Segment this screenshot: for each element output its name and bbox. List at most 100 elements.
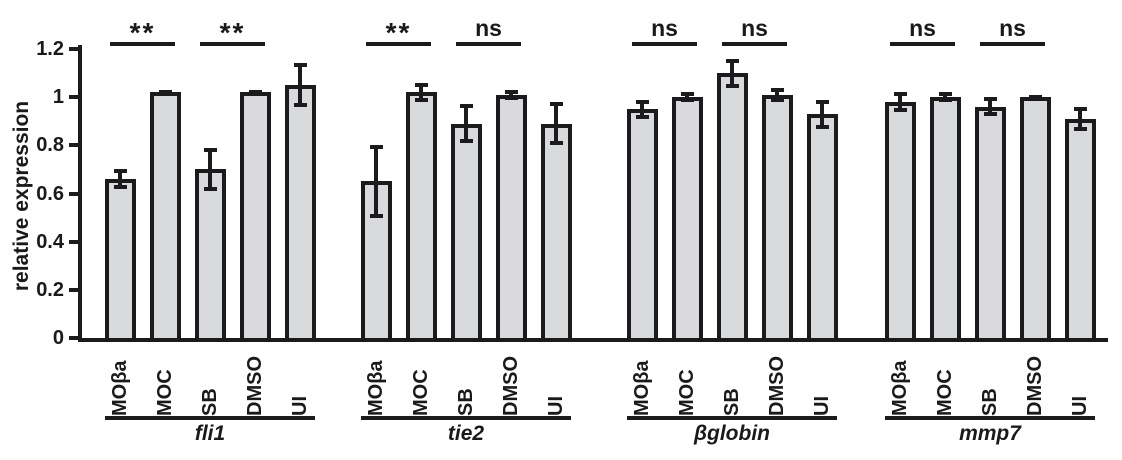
error-bar-cap-top [550, 102, 563, 106]
x-tick-label: DMSO [766, 356, 788, 416]
bar [717, 73, 748, 342]
group-underline [627, 416, 837, 420]
error-bar-line [820, 100, 824, 129]
error-bar-cap-bottom [636, 115, 649, 119]
x-tick-label: MOβa [109, 360, 131, 416]
error-bar-cap-bottom [460, 139, 473, 143]
y-tick-label: 1.2 [36, 38, 64, 60]
y-axis-tick [69, 288, 78, 292]
error-bar-cap-bottom [1029, 96, 1042, 100]
x-tick-label: UI [811, 396, 833, 416]
x-tick-label: SB [455, 388, 477, 416]
bar [975, 107, 1006, 342]
significance-label: ns [999, 15, 1026, 41]
error-bar-cap-top [204, 148, 217, 152]
bar [451, 124, 482, 342]
error-bar-cap-bottom [984, 112, 997, 116]
error-bar-cap-bottom [894, 108, 907, 112]
x-tick-label: DMSO [1024, 356, 1046, 416]
x-axis [78, 338, 1108, 342]
bar [807, 114, 838, 342]
y-axis-tick [69, 143, 78, 147]
error-bar-cap-bottom [1074, 127, 1087, 131]
bar [1020, 97, 1051, 342]
y-axis-tick [69, 240, 78, 244]
error-bar-line [1078, 107, 1082, 131]
error-bar-line [419, 83, 423, 102]
error-bar-cap-bottom [204, 187, 217, 191]
significance-line [366, 42, 431, 46]
error-bar-cap-top [636, 100, 649, 104]
x-tick-label: MOβa [631, 360, 653, 416]
significance-line [110, 42, 175, 46]
x-tick-label: UI [1069, 396, 1091, 416]
x-tick-label: MOC [410, 369, 432, 416]
x-tick-label: SB [721, 388, 743, 416]
significance-label: ** [129, 17, 156, 48]
bar [105, 179, 136, 342]
bar [930, 97, 961, 342]
error-bar-cap-bottom [415, 98, 428, 102]
y-tick-label: 0.8 [36, 134, 64, 156]
significance-label: ** [385, 17, 412, 48]
y-axis-tick [69, 336, 78, 340]
bar [406, 92, 437, 342]
error-bar-cap-bottom [681, 98, 694, 102]
significance-label: ns [651, 15, 678, 41]
significance-line [200, 42, 265, 46]
x-tick-label: SB [199, 388, 221, 416]
y-tick-label: 0.2 [36, 279, 64, 301]
error-bar-cap-bottom [771, 98, 784, 102]
x-tick-label: UI [545, 396, 567, 416]
significance-label: ns [741, 15, 768, 41]
y-axis-tick [69, 95, 78, 99]
bar [195, 169, 226, 342]
bar [627, 109, 658, 342]
group-underline [361, 416, 571, 420]
error-bar-cap-bottom [159, 91, 172, 95]
bar [541, 124, 572, 342]
error-bar-cap-bottom [294, 103, 307, 107]
bar [672, 97, 703, 342]
error-bar-cap-top [894, 92, 907, 96]
significance-line [980, 42, 1045, 46]
bar [1065, 119, 1096, 342]
error-bar-line [509, 90, 513, 100]
error-bar-line [298, 63, 302, 106]
error-bar-cap-bottom [114, 185, 127, 189]
y-tick-label: 0.4 [36, 231, 64, 253]
group-label: tie2 [447, 422, 485, 445]
significance-line [890, 42, 955, 46]
error-bar-cap-top [939, 92, 952, 96]
error-bar-line [943, 92, 947, 102]
error-bar-line [208, 148, 212, 191]
x-tick-label: DMSO [500, 356, 522, 416]
group-underline [885, 416, 1095, 420]
error-bar-cap-top [460, 104, 473, 108]
error-bar-cap-top [505, 90, 518, 94]
error-bar-line [374, 145, 378, 217]
x-tick-label: MOβa [889, 360, 911, 416]
error-bar-line [554, 102, 558, 145]
error-bar-line [685, 92, 689, 102]
error-bar-cap-bottom [370, 214, 383, 218]
bar [762, 95, 793, 342]
error-bar-cap-top [771, 88, 784, 92]
bar [885, 102, 916, 342]
error-bar-cap-top [114, 169, 127, 173]
error-bar-line [775, 88, 779, 102]
significance-line [722, 42, 787, 46]
error-bar-cap-bottom [939, 98, 952, 102]
y-axis-tick [69, 192, 78, 196]
y-tick-label: 0 [52, 327, 64, 349]
error-bar-cap-top [984, 97, 997, 101]
group-label: βglobin [693, 422, 770, 445]
error-bar-cap-bottom [816, 125, 829, 129]
group-underline [105, 416, 315, 420]
x-tick-label: UI [289, 396, 311, 416]
error-bar-line [118, 169, 122, 188]
error-bar-line [898, 92, 902, 111]
error-bar-cap-top [816, 100, 829, 104]
error-bar-cap-top [1074, 107, 1087, 111]
significance-label: ns [475, 15, 502, 41]
